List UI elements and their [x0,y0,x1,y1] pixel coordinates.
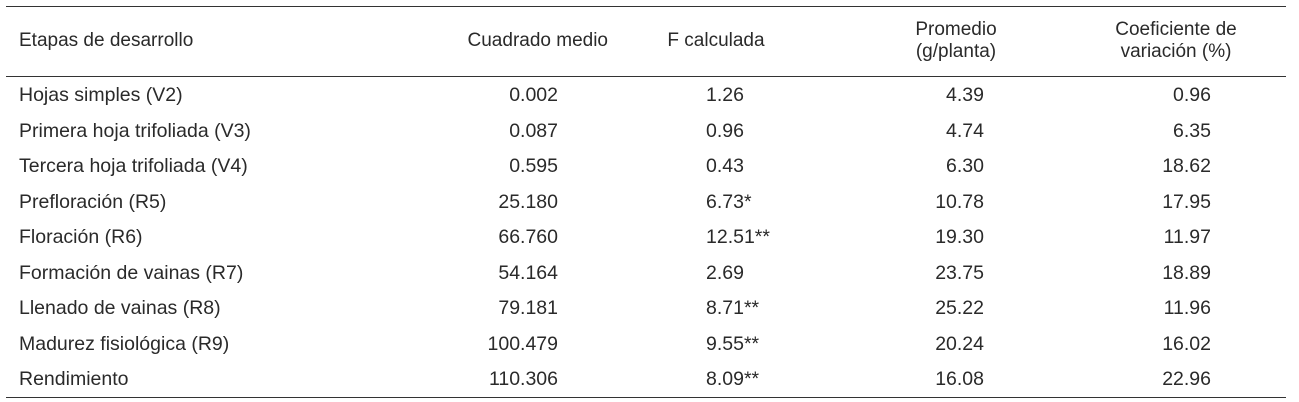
header-stage: Etapas de desarrollo [19,6,379,76]
table-row: Madurez fisiológica (R9) 100.479 9.55** … [6,327,1286,363]
header-mean: Promedio (g/planta) [866,6,1046,76]
cv-cell: 18.62 [1162,155,1211,177]
header-f-calc: F calculada [626,6,806,76]
stage-cell: Hojas simples (V2) [19,84,183,106]
mean-cell: 23.75 [935,261,984,284]
header-mean-square: Cuadrado medio [384,6,608,76]
mean-square-cell: 25.180 [498,190,558,213]
stage-cell: Formación de vainas (R7) [19,261,244,284]
mean-square-cell: 66.760 [498,226,558,248]
mean-cell: 6.30 [946,155,984,177]
f-calc-cell: 9.55** [706,332,760,355]
mean-square-cell: 110.306 [488,368,558,390]
table-top-rule [6,6,1286,7]
table-row: Hojas simples (V2) 0.002 1.26 4.39 0.96 [6,78,1286,114]
f-calc-cell: 0.96 [706,119,744,142]
table-row: Formación de vainas (R7) 54.164 2.69 23.… [6,256,1286,292]
header-cv: Coeficiente de variación (%) [1086,6,1266,76]
cv-cell: 6.35 [1173,119,1211,142]
cv-cell: 11.97 [1163,226,1211,248]
mean-square-cell: 54.164 [498,261,558,284]
mean-square-cell: 100.479 [487,332,559,355]
table-row: Floración (R6) 66.760 12.51** 19.30 11.9… [6,220,1286,256]
table-row: Prefloración (R5) 25.180 6.73* 10.78 17.… [6,185,1286,221]
f-calc-cell: 6.73* [706,190,752,213]
f-calc-cell: 8.09** [706,368,760,390]
mean-cell: 19.30 [935,226,984,248]
mean-square-cell: 0.002 [509,84,558,106]
stage-cell: Rendimiento [19,368,129,390]
header-f-calc-label: F calculada [667,30,765,51]
stage-cell: Tercera hoja trifoliada (V4) [19,155,248,177]
header-stage-label: Etapas de desarrollo [19,30,194,51]
f-calc-cell: 1.26 [706,84,744,106]
table-bottom-rule [6,397,1286,398]
stage-cell: Madurez fisiológica (R9) [19,332,230,355]
f-calc-cell: 8.71** [706,297,760,319]
stage-cell: Llenado de vainas (R8) [19,297,221,319]
f-calc-cell: 2.69 [706,261,744,284]
header-mean-line2: (g/planta) [915,41,997,62]
cv-cell: 0.96 [1173,84,1211,106]
stage-cell: Floración (R6) [19,226,143,248]
mean-square-cell: 79.181 [498,297,558,319]
mean-cell: 10.78 [935,190,984,213]
cv-cell: 22.96 [1162,368,1211,390]
header-mean-square-label: Cuadrado medio [467,30,608,51]
table-row: Llenado de vainas (R8) 79.181 8.71** 25.… [6,291,1286,327]
mean-cell: 16.08 [935,368,984,390]
header-cv-line1: Coeficiente de [1115,19,1237,40]
table-row: Primera hoja trifoliada (V3) 0.087 0.96 … [6,114,1286,150]
stage-cell: Primera hoja trifoliada (V3) [19,119,251,142]
table-row: Tercera hoja trifoliada (V4) 0.595 0.43 … [6,149,1286,185]
header-mean-line1: Promedio [915,19,997,40]
mean-square-cell: 0.087 [509,119,558,142]
mean-square-cell: 0.595 [509,155,558,177]
f-calc-cell: 12.51** [706,226,770,248]
cv-cell: 11.96 [1163,297,1211,319]
cv-cell: 16.02 [1162,332,1211,355]
mean-cell: 4.74 [946,119,984,142]
table-body: Hojas simples (V2) 0.002 1.26 4.39 0.96 … [6,78,1286,398]
table-row: Rendimiento 110.306 8.09** 16.08 22.96 [6,362,1286,398]
header-rule [6,76,1286,77]
mean-cell: 4.39 [946,84,984,106]
cv-cell: 17.95 [1162,190,1211,213]
mean-cell: 20.24 [935,332,984,355]
stage-cell: Prefloración (R5) [19,190,167,213]
f-calc-cell: 0.43 [706,155,744,177]
mean-cell: 25.22 [935,297,984,319]
cv-cell: 18.89 [1162,261,1211,284]
header-cv-line2: variación (%) [1120,41,1232,62]
